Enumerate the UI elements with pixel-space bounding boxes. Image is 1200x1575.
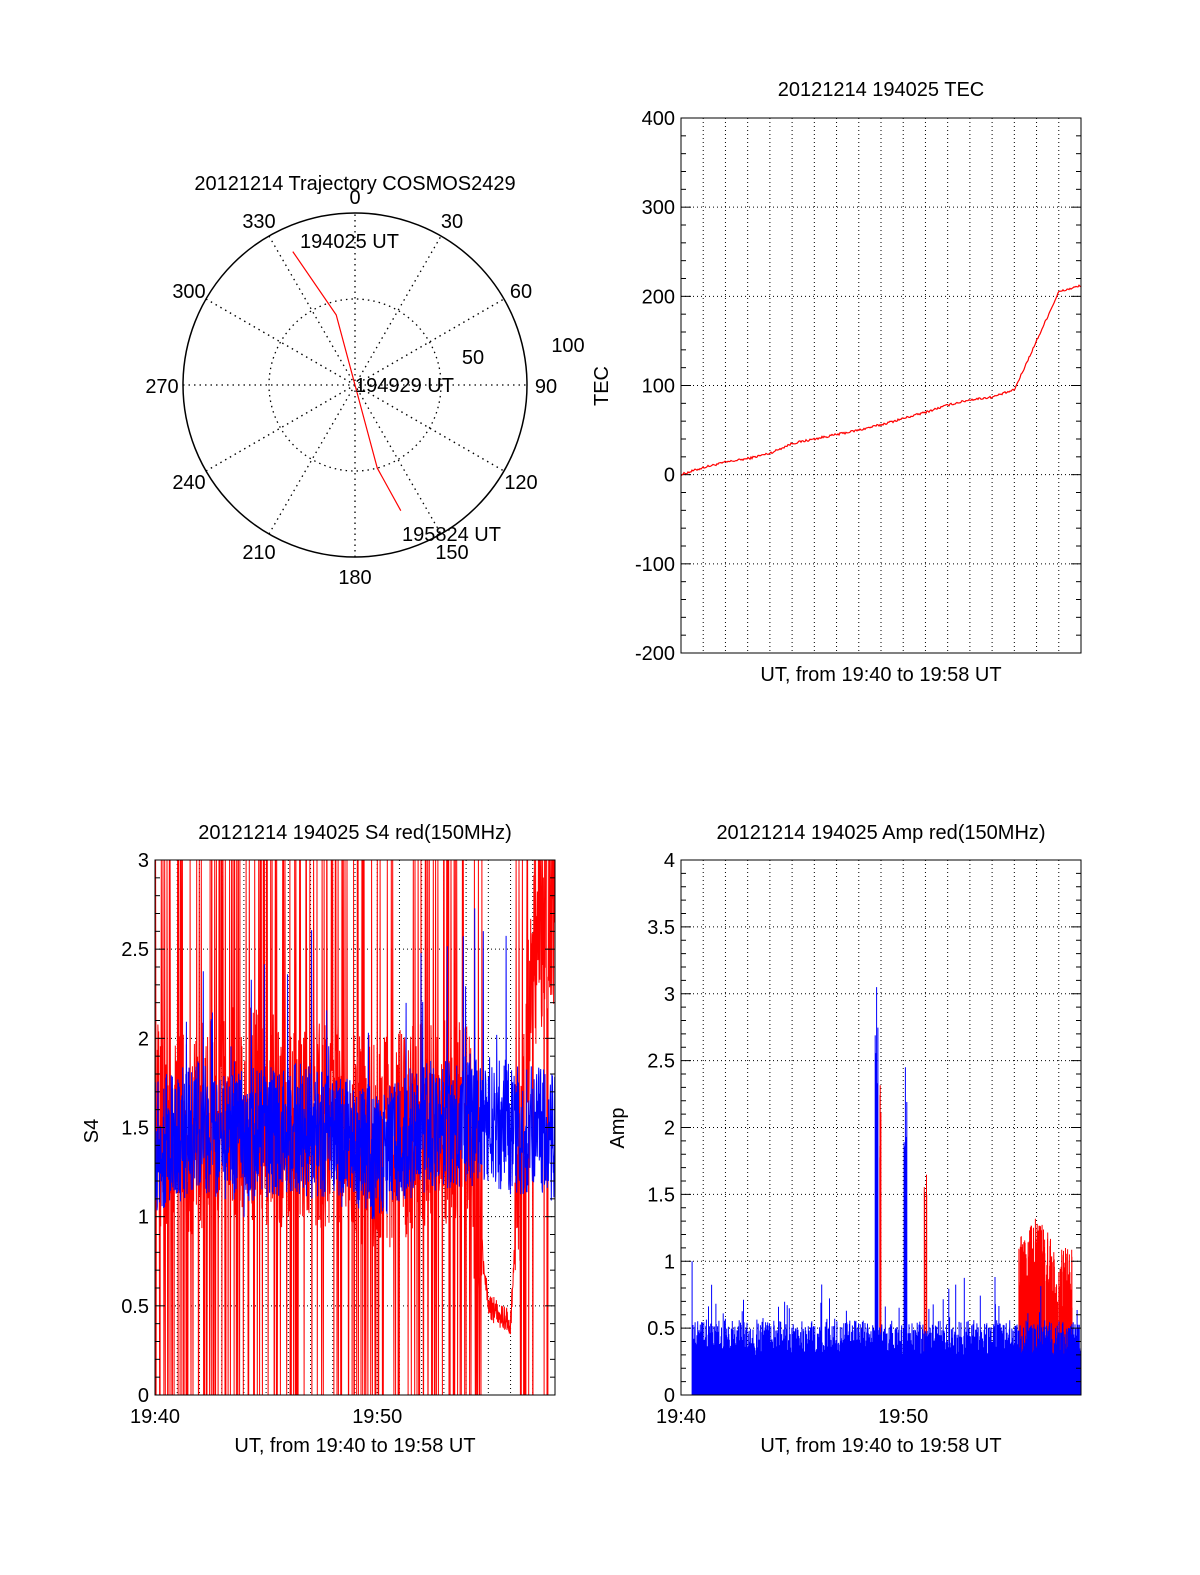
amp-ytick-label: 3.5 — [647, 917, 675, 939]
s4-xtick-label: 19:40 — [130, 1406, 180, 1428]
tec-line — [680, 284, 1082, 477]
polar-radial-label-50: 50 — [462, 347, 484, 369]
tec-title: 20121214 194025 TEC — [778, 79, 984, 101]
s4-xlabel: UT, from 19:40 to 19:58 UT — [234, 1435, 475, 1457]
tec-ytick-label: 400 — [642, 108, 675, 130]
amp-plot: 20121214 194025 Amp red(150MHz) 0 0.5 1 1.5… — [607, 822, 1082, 1457]
s4-frame — [154, 859, 556, 1396]
polar-az-label-90: 90 — [535, 376, 557, 398]
polar-az-label-30: 30 — [441, 211, 463, 233]
polar-trajectory-label-start: 194025 UT — [300, 231, 399, 253]
polar-trajectory-label-end: 195824 UT — [402, 524, 501, 546]
tec-ytick-label: -100 — [635, 554, 675, 576]
s4-ytick-label: 1.5 — [121, 1118, 149, 1140]
polar-az-label-150: 150 — [435, 542, 468, 564]
s4-xtick-label: 19:50 — [352, 1406, 402, 1428]
polar-az-label-330: 330 — [242, 211, 275, 233]
amp-xtick-label: 19:40 — [656, 1406, 706, 1428]
s4-ticks: 0 0.5 1 1.5 2 2.5 3 19:40 19:50 — [121, 850, 555, 1428]
s4-ytick-label: 2 — [138, 1028, 149, 1050]
tec-ytick-label: 200 — [642, 286, 675, 308]
tec-ticks: -200 -100 0 100 200 300 400 — [635, 108, 1081, 665]
s4-ytick-label: 2.5 — [121, 939, 149, 961]
amp-ytick-label: 2.5 — [647, 1051, 675, 1073]
polar-az-label-270: 270 — [145, 376, 178, 398]
amp-title: 20121214 194025 Amp red(150MHz) — [716, 822, 1045, 844]
polar-outer-circle — [182, 212, 528, 558]
amp-ytick-label: 1 — [664, 1251, 675, 1273]
polar-title: 20121214 Trajectory COSMOS2429 — [194, 173, 515, 195]
polar-az-label-120: 120 — [504, 472, 537, 494]
polar-az-label-210: 210 — [242, 542, 275, 564]
amp-ytick-label: 3 — [664, 984, 675, 1006]
polar-az-label-0: 0 — [349, 187, 360, 209]
amp-ytick-label: 0.5 — [647, 1318, 675, 1340]
amp-ylabel: Amp — [607, 1107, 629, 1148]
s4-title: 20121214 194025 S4 red(150MHz) — [198, 822, 512, 844]
tec-ytick-label: -200 — [635, 643, 675, 665]
tec-grid — [681, 118, 1081, 653]
polar-radial-label-100: 100 — [551, 335, 584, 357]
polar-az-label-240: 240 — [172, 472, 205, 494]
s4-ytick-label: 0.5 — [121, 1296, 149, 1318]
amp-ytick-label: 0 — [664, 1385, 675, 1407]
tec-ytick-label: 300 — [642, 197, 675, 219]
polar-trajectory-label-mid: 194929 UT — [355, 375, 454, 397]
s4-plot: 20121214 194025 S4 red(150MHz) 0 0.5 1 1.5 2… — [81, 822, 556, 1457]
polar-az-label-60: 60 — [510, 281, 532, 303]
tec-series — [680, 284, 1082, 477]
tec-ytick-label: 0 — [664, 465, 675, 487]
amp-frame — [680, 859, 1082, 1396]
s4-series — [154, 859, 556, 1396]
amp-ytick-label: 2 — [664, 1118, 675, 1140]
amp-series — [691, 987, 1082, 1395]
polar-az-label-180: 180 — [338, 567, 371, 589]
tec-ytick-label: 100 — [642, 376, 675, 398]
amp-ytick-label: 4 — [664, 850, 675, 872]
s4-blue-line — [154, 908, 556, 1220]
tec-plot: 20121214 194025 TEC -200 -100 0 100 200 300 40… — [591, 79, 1082, 686]
tec-ylabel: TEC — [591, 366, 613, 406]
s4-ytick-label: 0 — [138, 1385, 149, 1407]
amp-blue-fill — [692, 1354, 1081, 1395]
amp-ticks: 0 0.5 1 1.5 2 2.5 3 3.5 4 19:40 19:50 — [647, 850, 1081, 1428]
polar-trajectory-line — [292, 251, 402, 511]
tec-xlabel: UT, from 19:40 to 19:58 UT — [760, 664, 1001, 686]
amp-xtick-label: 19:50 — [878, 1406, 928, 1428]
s4-ylabel: S4 — [81, 1119, 103, 1143]
polar-az-label-300: 300 — [172, 281, 205, 303]
s4-ytick-label: 3 — [138, 850, 149, 872]
amp-ytick-label: 1.5 — [647, 1184, 675, 1206]
amp-xlabel: UT, from 19:40 to 19:58 UT — [760, 1435, 1001, 1457]
polar-plot: 20121214 Trajectory COSMOS2429 0 30 60 9… — [145, 173, 584, 589]
tec-frame — [680, 117, 1082, 654]
polar-inner-circle — [268, 298, 442, 472]
s4-ytick-label: 1 — [138, 1207, 149, 1229]
